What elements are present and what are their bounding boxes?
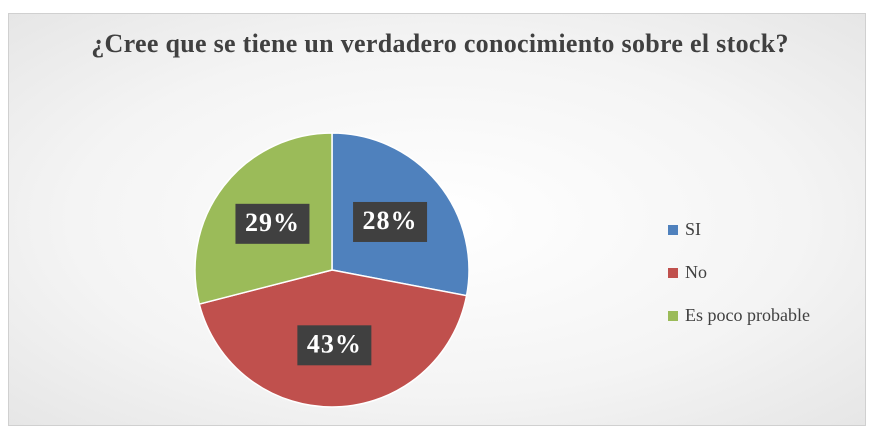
data-label-box [235, 203, 310, 244]
chart-title: ¿Cree que se tiene un verdadero conocimi… [91, 29, 789, 58]
legend-label: SI [685, 219, 701, 239]
data-label: 29% [245, 208, 300, 237]
data-label: 43% [307, 329, 362, 358]
data-label: 28% [363, 206, 418, 235]
data-label-box [297, 325, 372, 366]
legend-swatch [668, 268, 678, 278]
data-label-box [353, 201, 428, 242]
legend-swatch [668, 225, 678, 235]
legend-label: Es poco probable [685, 305, 810, 325]
legend-label: No [685, 262, 707, 282]
legend-swatch [668, 311, 678, 321]
